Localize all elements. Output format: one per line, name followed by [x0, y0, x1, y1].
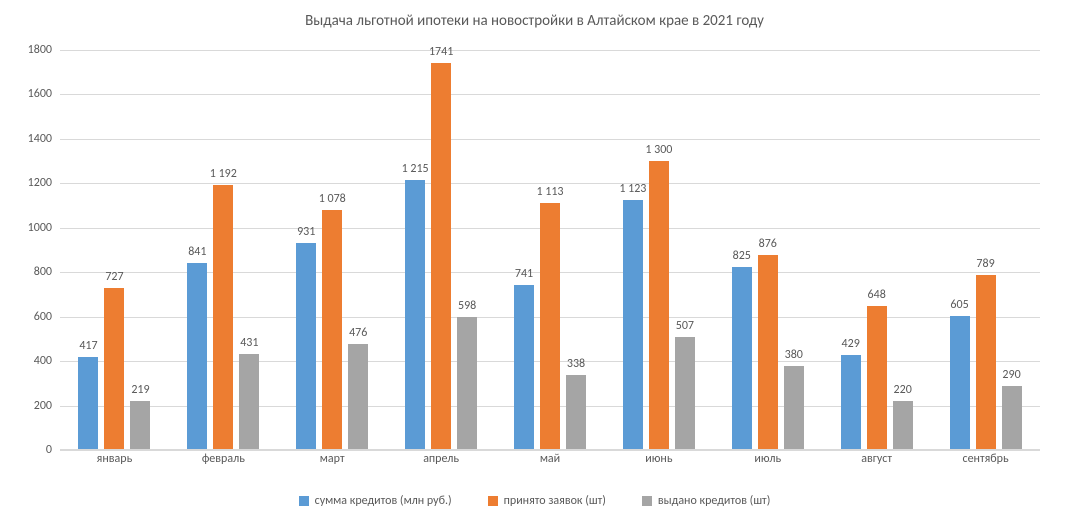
bar-value-label: 1741 — [429, 45, 453, 59]
bar-value-label: 841 — [188, 245, 206, 259]
bar: 825 — [732, 267, 752, 450]
bar-value-label: 476 — [349, 326, 367, 340]
y-tick-label: 0 — [12, 443, 52, 457]
chart-container: Выдача льготной ипотеки на новостройки в… — [0, 0, 1069, 516]
legend-label: выдано кредитов (шт) — [658, 494, 770, 508]
bar: 417 — [78, 357, 98, 450]
y-tick-label: 1800 — [12, 43, 52, 57]
bar-value-label: 1 078 — [319, 192, 346, 206]
bar-value-label: 1 300 — [645, 143, 672, 157]
y-tick-label: 1600 — [12, 87, 52, 101]
bar: 876 — [758, 255, 778, 450]
bars-layer: 4177272198411 1924319311 0784761 2151741… — [60, 50, 1040, 450]
bar-value-label: 1 123 — [619, 182, 646, 196]
bar: 1741 — [431, 63, 451, 450]
bar: 431 — [239, 354, 259, 450]
bar-value-label: 1 215 — [402, 162, 429, 176]
bar-value-label: 338 — [567, 357, 585, 371]
x-tick-label: март — [320, 452, 345, 466]
y-tick-label: 1400 — [12, 132, 52, 146]
bar: 219 — [130, 401, 150, 450]
bar: 380 — [784, 366, 804, 450]
bar-value-label: 431 — [240, 336, 258, 350]
bar: 476 — [348, 344, 368, 450]
bar: 727 — [104, 288, 124, 450]
bar: 931 — [296, 243, 316, 450]
bar-value-label: 219 — [131, 383, 149, 397]
bar-value-label: 1 192 — [210, 167, 237, 181]
bar-value-label: 931 — [297, 225, 315, 239]
bar-value-label: 380 — [785, 348, 803, 362]
x-axis-labels: январь февраль март апрель май июнь июль август… — [60, 452, 1040, 472]
x-tick-label: июль — [754, 452, 781, 466]
bar-value-label: 429 — [842, 337, 860, 351]
legend-label: сумма кредитов (млн руб.) — [315, 494, 452, 508]
bar-value-label: 417 — [79, 339, 97, 353]
grid-line — [60, 450, 1040, 451]
legend: сумма кредитов (млн руб.) принято заявок … — [0, 494, 1069, 508]
bar: 1 215 — [405, 180, 425, 450]
plot-area: 020040060080010001200140016001800 417727… — [60, 50, 1040, 450]
legend-swatch — [299, 496, 309, 506]
bar: 220 — [893, 401, 913, 450]
bar-value-label: 876 — [759, 237, 777, 251]
x-tick-label: июнь — [645, 452, 672, 466]
y-tick-label: 600 — [12, 310, 52, 324]
bar: 1 192 — [213, 185, 233, 450]
x-tick-label: январь — [97, 452, 133, 466]
x-tick-label: апрель — [423, 452, 459, 466]
y-tick-label: 200 — [12, 399, 52, 413]
y-tick-label: 1200 — [12, 176, 52, 190]
bar: 841 — [187, 263, 207, 450]
legend-item: выдано кредитов (шт) — [642, 494, 770, 508]
x-tick-label: май — [540, 452, 560, 466]
bar-value-label: 648 — [868, 288, 886, 302]
x-axis-line — [60, 449, 1040, 450]
bar: 1 300 — [649, 161, 669, 450]
legend-item: принято заявок (шт) — [488, 494, 606, 508]
bar: 1 078 — [322, 210, 342, 450]
x-tick-label: август — [861, 452, 892, 466]
bar-value-label: 598 — [458, 299, 476, 313]
x-tick-label: сентябрь — [962, 452, 1008, 466]
y-tick-label: 800 — [12, 265, 52, 279]
bar-value-label: 290 — [1002, 368, 1020, 382]
bar: 741 — [514, 285, 534, 450]
bar: 648 — [867, 306, 887, 450]
chart-title: Выдача льготной ипотеки на новостройки в… — [0, 0, 1069, 38]
y-tick-label: 1000 — [12, 221, 52, 235]
bar: 1 113 — [540, 203, 560, 450]
x-tick-label: февраль — [202, 452, 245, 466]
bar: 605 — [950, 316, 970, 450]
bar-value-label: 220 — [894, 383, 912, 397]
legend-item: сумма кредитов (млн руб.) — [299, 494, 452, 508]
legend-swatch — [488, 496, 498, 506]
bar-value-label: 507 — [676, 319, 694, 333]
bar: 338 — [566, 375, 586, 450]
bar: 507 — [675, 337, 695, 450]
bar: 429 — [841, 355, 861, 450]
bar-value-label: 727 — [105, 270, 123, 284]
bar-value-label: 605 — [950, 298, 968, 312]
bar: 290 — [1002, 386, 1022, 450]
legend-swatch — [642, 496, 652, 506]
bar: 789 — [976, 275, 996, 450]
bar-value-label: 741 — [515, 267, 533, 281]
bar-value-label: 1 113 — [536, 185, 563, 199]
bar: 1 123 — [623, 200, 643, 450]
y-tick-label: 400 — [12, 354, 52, 368]
bar: 598 — [457, 317, 477, 450]
legend-label: принято заявок (шт) — [504, 494, 606, 508]
bar-value-label: 825 — [733, 249, 751, 263]
bar-value-label: 789 — [976, 257, 994, 271]
